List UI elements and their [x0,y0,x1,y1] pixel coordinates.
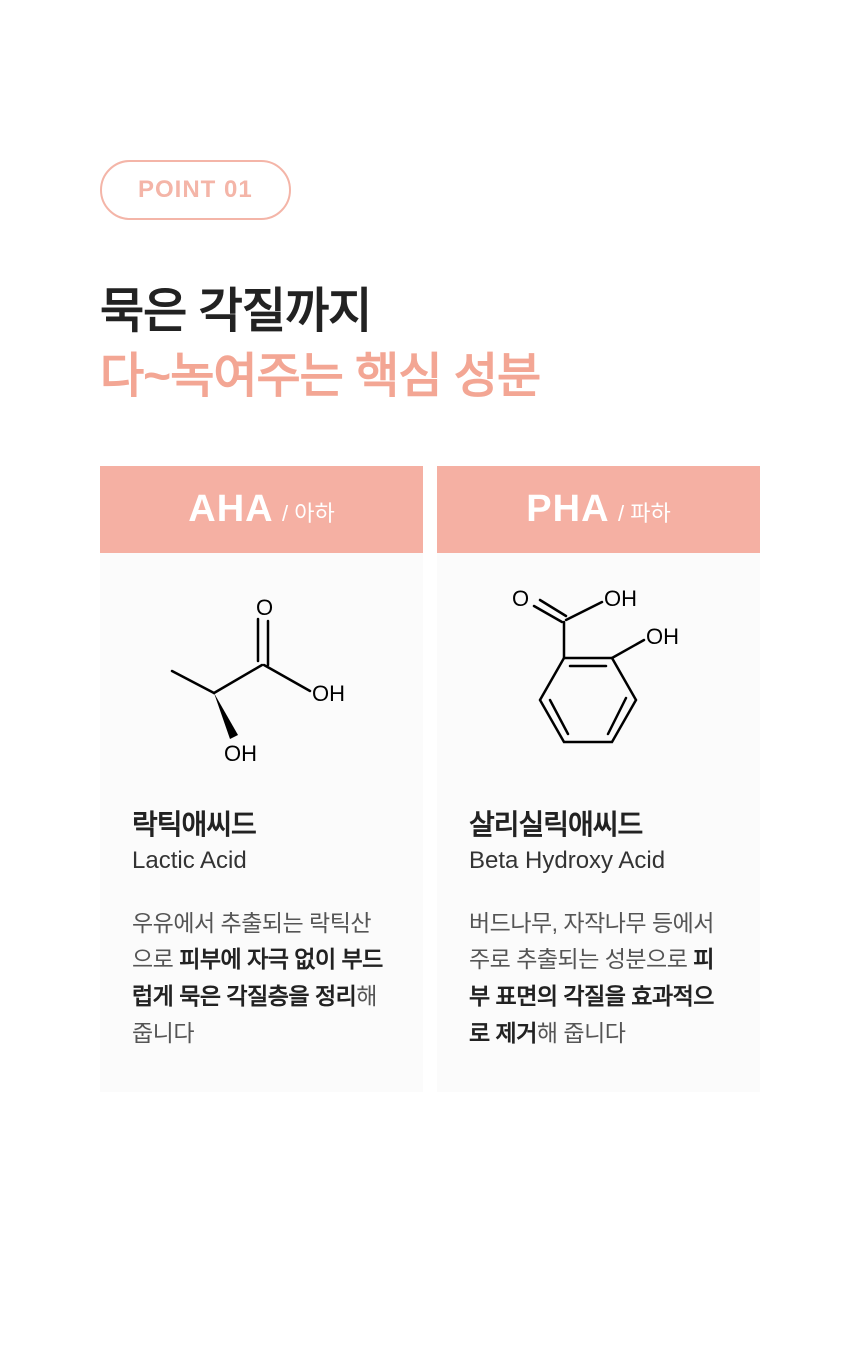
headline: 묵은 각질까지 다~녹여주는 핵심 성분 [100,280,760,410]
card-aha-compound-en: Lactic Acid [132,847,391,875]
svg-text:OH: OH [312,681,345,706]
card-aha: AHA / 아하 [100,466,423,1092]
card-pha-header: PHA / 파하 [437,466,760,553]
card-pha-desc: 버드나무, 자작나무 등에서 주로 추출되는 성분으로 피부 표면의 각질을 효… [469,905,728,1052]
card-pha-compound-kr: 살리실릭애씨드 [469,803,728,843]
card-pha-body: O OH OH 살리실릭애씨드 Beta Hydroxy Acid 버드나무, … [437,553,760,1092]
headline-line2: 다~녹여주는 핵심 성분 [100,345,760,410]
card-pha-subtitle: / 파하 [618,501,671,526]
card-aha-title: AHA [188,488,273,530]
card-pha-title: PHA [526,488,609,530]
card-pha: PHA / 파하 [437,466,760,1092]
salicylic-acid-structure-icon: O OH OH [469,583,728,793]
svg-text:O: O [512,588,529,611]
card-aha-subtitle: / 아하 [282,501,335,526]
headline-line1: 묵은 각질까지 [100,280,760,345]
svg-text:O: O [256,595,273,620]
card-aha-compound-kr: 락틱애씨드 [132,803,391,843]
point-badge: POINT 01 [100,160,291,220]
card-pha-compound-en: Beta Hydroxy Acid [469,847,728,875]
lactic-acid-structure-icon: O OH OH [132,583,391,793]
svg-text:OH: OH [646,624,679,649]
ingredient-cards: AHA / 아하 [100,466,760,1092]
desc-post: 해 줍니다 [537,1020,626,1046]
card-aha-header: AHA / 아하 [100,466,423,553]
desc-pre: 버드나무, 자작나무 등에서 주로 추출되는 성분으로 [469,910,714,973]
svg-text:OH: OH [604,588,637,611]
card-aha-body: O OH OH 락틱애씨드 Lactic Acid 우유에서 추출되는 락틱산으… [100,553,423,1092]
card-aha-desc: 우유에서 추출되는 락틱산으로 피부에 자극 없이 부드럽게 묵은 각질층을 정… [132,905,391,1052]
svg-text:OH: OH [224,741,257,766]
